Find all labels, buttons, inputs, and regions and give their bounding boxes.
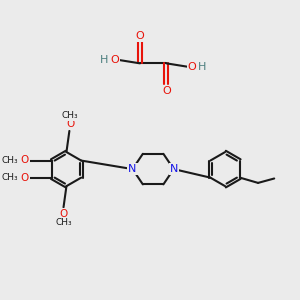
- Text: O: O: [59, 209, 68, 219]
- Text: CH₃: CH₃: [2, 173, 19, 182]
- Text: O: O: [21, 172, 29, 183]
- Text: N: N: [169, 164, 178, 174]
- Text: CH₃: CH₃: [62, 111, 79, 120]
- Text: O: O: [136, 31, 144, 41]
- Text: N: N: [128, 164, 137, 174]
- Text: CH₃: CH₃: [55, 218, 72, 227]
- Text: O: O: [110, 55, 119, 64]
- Text: O: O: [188, 62, 196, 72]
- Text: O: O: [66, 119, 74, 129]
- Text: O: O: [162, 86, 171, 96]
- Text: H: H: [100, 55, 109, 64]
- Text: H: H: [198, 62, 207, 72]
- Text: O: O: [21, 155, 29, 165]
- Text: CH₃: CH₃: [2, 156, 19, 165]
